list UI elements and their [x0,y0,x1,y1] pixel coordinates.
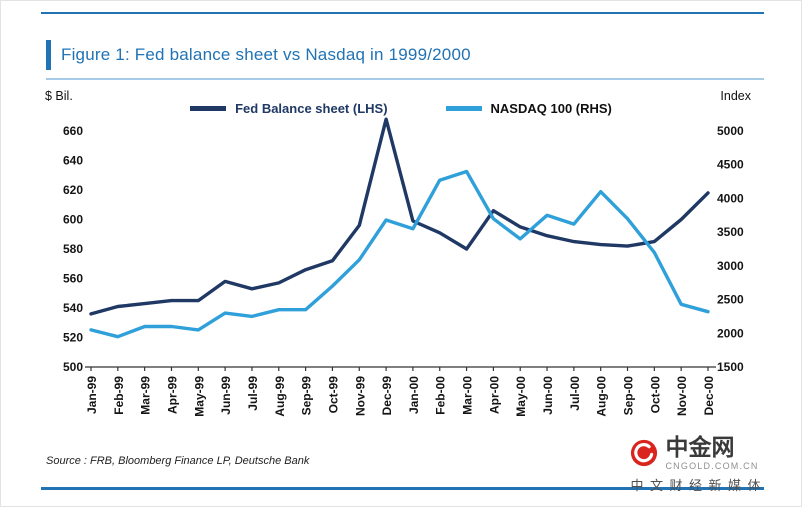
legend-label-fed: Fed Balance sheet (LHS) [235,101,388,116]
x-axis-tick-label: Oct-00 [648,376,662,414]
bottom-divider [41,487,764,490]
left-axis-title: $ Bil. [45,89,73,103]
watermark-logo-row: 中金网 CNGOLD.COM.CN [630,435,767,471]
left-axis-tick-label: 560 [63,272,83,286]
x-axis-tick-label: May-00 [514,376,528,417]
title-accent-bar [46,40,51,70]
title-underline [46,78,764,80]
x-axis-tick-label: Jan-00 [407,376,421,414]
right-axis-tick-label: 3000 [717,259,744,273]
line-chart-plot: 500 520 540 560 580 600 620 640 660 1500 2000 2500 3… [63,117,744,417]
right-axis-tick-label: 1500 [717,360,744,374]
right-axis-tick-label: 3500 [717,225,744,239]
left-axis-tick-label: 660 [63,124,83,138]
x-axis-tick-label: Feb-00 [434,376,448,415]
watermark-text-block: 中金网 CNGOLD.COM.CN [665,435,758,471]
x-axis-tick-label: Mar-99 [139,376,153,415]
left-axis-tick-label: 580 [63,242,83,256]
nasdaq-line [89,169,710,339]
fed-balance-line [89,117,710,316]
watermark-brand: 中金网 [665,434,735,460]
watermark-domain: CNGOLD.COM.CN [665,461,759,472]
right-axis-tick-label: 4500 [717,158,744,172]
left-axis-tick-label: 640 [63,154,83,168]
right-axis-title: Index [720,89,751,103]
x-axis-tick-label: Jul-99 [246,376,260,411]
watermark-tagline: 中文财经新媒体 [630,478,767,494]
x-axis-tick-label: Apr-99 [165,376,179,414]
right-axis-tick-label: 2500 [717,293,744,307]
chart-legend: Fed Balance sheet (LHS) NASDAQ 100 (RHS) [1,101,801,116]
top-divider [41,12,764,14]
x-axis-tick-label: Sep-00 [622,376,636,416]
x-axis-tick-label: Oct-99 [326,376,340,414]
right-axis-tick-label: 2000 [717,326,744,340]
x-axis-tick-label: Apr-00 [487,376,501,414]
fed-line-swatch [190,106,227,111]
left-axis-tick-label: 620 [63,183,83,197]
x-axis-tick-label: Dec-00 [702,376,716,416]
x-axis-tick-label: Aug-99 [273,376,287,417]
source-note: Source : FRB, Bloomberg Finance LP, Deut… [46,455,310,467]
x-axis-tick-label: Sep-99 [300,376,314,416]
x-axis-tick-label: Nov-99 [353,376,367,416]
figure-title-block: Figure 1: Fed balance sheet vs Nasdaq in… [46,40,471,70]
x-axis-tick-label: Aug-00 [595,376,609,417]
right-axis-tick-label: 5000 [717,124,744,138]
nasdaq-line-swatch [445,106,482,111]
cngold-logo-icon [631,439,658,467]
legend-item-fed-balance: Fed Balance sheet (LHS) [190,101,388,116]
left-axis-tick-label: 520 [63,331,83,345]
x-axis-tick-label: Jun-00 [541,376,555,415]
figure-title: Figure 1: Fed balance sheet vs Nasdaq in… [61,45,471,64]
x-axis-tick-label: Feb-99 [112,376,126,415]
left-axis-tick-label: 540 [63,301,83,315]
cngold-watermark: 中金网 CNGOLD.COM.CN 中文财经新媒体 [630,435,767,494]
x-axis-tick-label: Mar-00 [461,376,475,415]
right-axis-tick-label: 4000 [717,191,744,205]
x-axis-tick-label: Jan-99 [85,376,99,414]
x-axis-tick-label: May-99 [192,376,206,417]
x-axis-tick-label: Nov-00 [675,376,689,416]
x-axis-tick-label: Dec-99 [380,376,394,416]
legend-item-nasdaq: NASDAQ 100 (RHS) [445,101,612,116]
left-axis-tick-label: 500 [63,360,83,374]
left-axis-tick-label: 600 [63,213,83,227]
legend-label-nasdaq: NASDAQ 100 (RHS) [490,101,612,116]
x-axis-tick-label: Jun-99 [219,376,233,415]
x-axis-tick-label: Jul-00 [568,376,582,411]
